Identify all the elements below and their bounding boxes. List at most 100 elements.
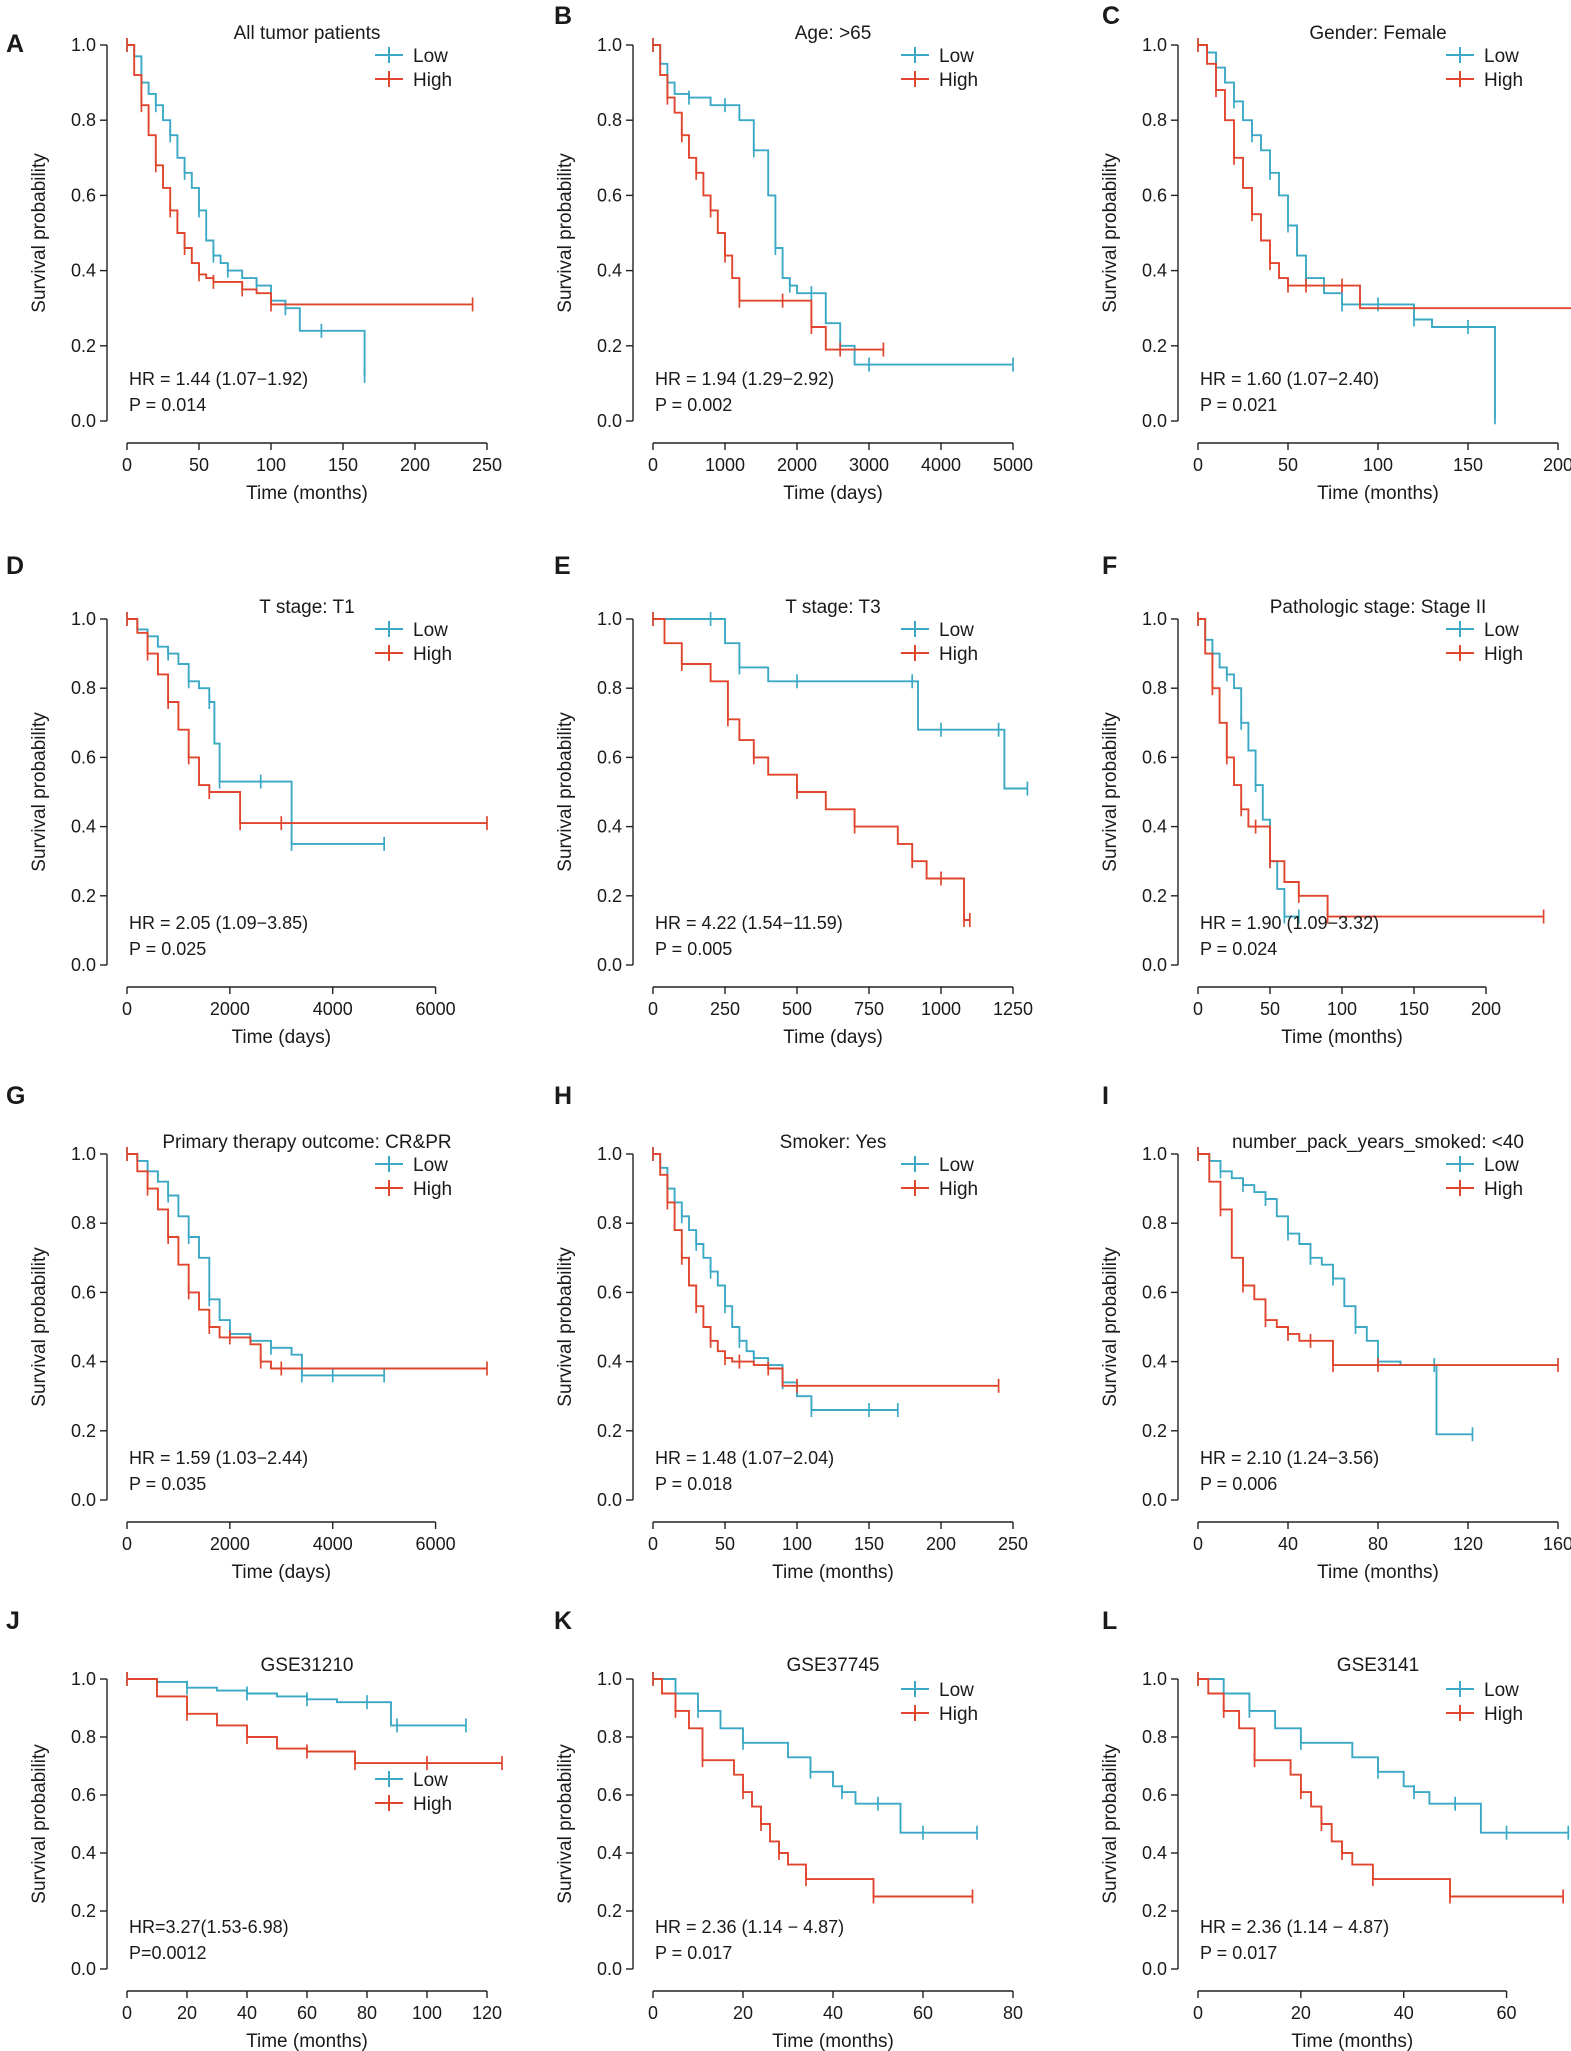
x-tick-label: 40	[237, 2003, 257, 2023]
panel-label: E	[554, 552, 571, 580]
y-tick-label: 0.6	[71, 747, 96, 767]
panel-label: F	[1102, 552, 1117, 580]
y-tick-label: 0.6	[71, 1785, 96, 1805]
km-curve-high	[1198, 44, 1571, 310]
y-tick-label: 0.8	[71, 1727, 96, 1747]
y-tick-label: 0.4	[1142, 1843, 1167, 1863]
y-tick-label: 0.0	[597, 955, 622, 975]
legend-label-low: Low	[939, 620, 974, 641]
y-tick-label: 0.4	[71, 261, 96, 281]
y-axis-label: Survival probability	[29, 1247, 50, 1407]
panel-label: H	[554, 1082, 572, 1110]
hazard-ratio-text: HR = 1.60 (1.07−2.40)	[1200, 369, 1379, 389]
km-curve-low	[653, 618, 1028, 790]
km-curve-high	[653, 618, 970, 921]
y-tick-label: 0.2	[597, 1901, 622, 1921]
y-tick-label: 0.0	[1142, 411, 1167, 431]
y-tick-label: 0.2	[71, 886, 96, 906]
chart-title: number_pack_years_smoked: <40	[1232, 1132, 1524, 1153]
p-value-text: P=0.0012	[129, 1943, 207, 1963]
panel-label: A	[6, 30, 24, 58]
panel-label: I	[1102, 1082, 1109, 1110]
p-value-text: P = 0.002	[655, 395, 732, 415]
x-tick-label: 1250	[993, 999, 1033, 1019]
km-curve-high	[1198, 1678, 1564, 1898]
x-tick-label: 2000	[210, 999, 250, 1019]
y-tick-label: 1.0	[71, 1144, 96, 1164]
y-tick-label: 1.0	[1142, 1669, 1167, 1689]
legend-label-high: High	[939, 644, 978, 665]
y-tick-label: 0.6	[71, 1282, 96, 1302]
panel-label: B	[554, 2, 572, 30]
p-value-text: P = 0.014	[129, 395, 206, 415]
x-tick-label: 200	[926, 1534, 956, 1554]
hazard-ratio-text: HR = 1.90 (1.09−3.32)	[1200, 913, 1379, 933]
x-tick-label: 20	[177, 2003, 197, 2023]
legend-label-high: High	[939, 1179, 978, 1200]
y-tick-label: 0.0	[1142, 955, 1167, 975]
x-tick-label: 80	[1368, 1534, 1388, 1554]
x-tick-label: 100	[256, 455, 286, 475]
y-tick-label: 0.4	[1142, 1352, 1167, 1372]
y-tick-label: 0.8	[597, 110, 622, 130]
x-tick-label: 4000	[313, 1534, 353, 1554]
x-tick-label: 250	[710, 999, 740, 1019]
x-tick-label: 60	[1497, 2003, 1517, 2023]
km-curve-low	[653, 1153, 898, 1411]
x-tick-label: 0	[648, 2003, 658, 2023]
chart-title: GSE37745	[787, 1655, 880, 1676]
y-tick-label: 0.2	[1142, 336, 1167, 356]
y-tick-label: 0.4	[71, 1352, 96, 1372]
panel-H: H Smoker: Yes 0.0 0.2 0.4 0.6 0.8 1.0 Survival p…	[554, 1082, 1028, 1583]
y-tick-label: 0.4	[71, 1843, 96, 1863]
x-axis-label: Time (months)	[772, 2031, 894, 2051]
chart-title: T stage: T3	[785, 597, 880, 618]
y-tick-label: 0.2	[597, 1421, 622, 1441]
panel-label: D	[6, 552, 24, 580]
km-curve-low	[127, 618, 385, 845]
chart-title: Pathologic stage: Stage II	[1270, 597, 1487, 618]
km-curve-high	[653, 44, 884, 351]
y-tick-label: 0.0	[597, 1959, 622, 1979]
legend-label-high: High	[413, 644, 452, 665]
y-tick-label: 0.6	[597, 185, 622, 205]
y-tick-label: 1.0	[71, 35, 96, 55]
hazard-ratio-text: HR = 1.94 (1.29−2.92)	[655, 369, 834, 389]
p-value-text: P = 0.005	[655, 939, 732, 959]
y-tick-label: 0.0	[597, 411, 622, 431]
y-tick-label: 0.4	[597, 1352, 622, 1372]
km-curve-high	[127, 44, 473, 306]
hazard-ratio-text: HR = 2.36 (1.14 − 4.87)	[1200, 1917, 1389, 1937]
x-tick-label: 200	[1471, 999, 1501, 1019]
km-curve-low	[1198, 44, 1496, 418]
km-curve-high	[127, 1153, 487, 1370]
panel-label: J	[6, 1607, 20, 1635]
x-tick-label: 0	[1193, 2003, 1203, 2023]
x-tick-label: 4000	[313, 999, 353, 1019]
x-tick-label: 60	[297, 2003, 317, 2023]
y-tick-label: 1.0	[1142, 609, 1167, 629]
y-tick-label: 0.2	[1142, 1901, 1167, 1921]
x-tick-label: 50	[189, 455, 209, 475]
y-tick-label: 1.0	[1142, 35, 1167, 55]
legend-label-low: Low	[1484, 46, 1519, 67]
x-tick-label: 0	[648, 1534, 658, 1554]
y-tick-label: 1.0	[597, 35, 622, 55]
x-tick-label: 20	[1291, 2003, 1311, 2023]
x-tick-label: 20	[733, 2003, 753, 2023]
x-axis-label: Time (months)	[1317, 1562, 1439, 1583]
legend-label-high: High	[1484, 1704, 1523, 1725]
legend-label-low: Low	[413, 1770, 448, 1791]
x-tick-label: 0	[1193, 1534, 1203, 1554]
x-tick-label: 0	[1193, 455, 1203, 475]
legend-label-high: High	[939, 1704, 978, 1725]
y-tick-label: 1.0	[71, 609, 96, 629]
y-axis-label: Survival probability	[29, 712, 50, 872]
legend-label-low: Low	[413, 1155, 448, 1176]
y-tick-label: 0.4	[71, 817, 96, 837]
x-tick-label: 0	[648, 455, 658, 475]
p-value-text: P = 0.035	[129, 1474, 206, 1494]
chart-title: Age: >65	[795, 23, 872, 44]
x-tick-label: 100	[1363, 455, 1393, 475]
